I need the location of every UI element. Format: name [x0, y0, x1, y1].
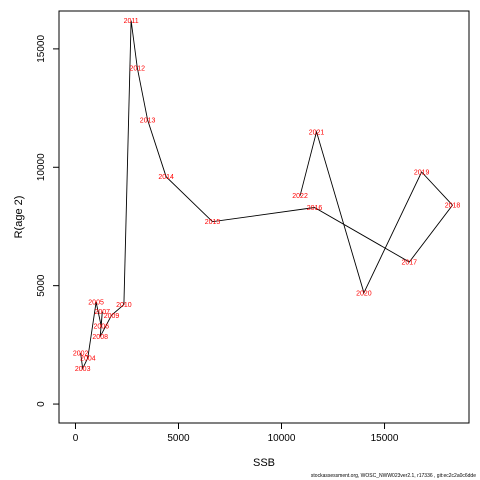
y-axis: 0 5000 10000 15000	[36, 35, 60, 407]
x-tick-label: 10000	[268, 433, 296, 444]
point-label-2015: 2015	[205, 219, 221, 226]
point-label-2021: 2021	[309, 129, 325, 136]
point-label-2004: 2004	[80, 355, 96, 362]
y-tick-label: 5000	[36, 274, 47, 297]
point-label-2006: 2006	[93, 323, 109, 330]
point-label-2003: 2003	[75, 366, 91, 373]
point-label-2012: 2012	[130, 65, 146, 72]
y-tick-label: 0	[36, 401, 47, 407]
point-label-2011: 2011	[124, 18, 139, 25]
x-axis-title: SSB	[253, 457, 275, 469]
footer-text: stockassessment.org, WOSC_NWW023ver2.1, …	[311, 473, 476, 479]
point-label-2017: 2017	[401, 259, 417, 266]
recruitment-ssb-line	[80, 20, 454, 371]
x-tick-label: 5000	[167, 433, 190, 444]
point-label-2019: 2019	[414, 170, 430, 177]
y-tick-label: 10000	[36, 153, 47, 181]
point-label-2016: 2016	[307, 205, 323, 212]
y-tick-label: 15000	[36, 35, 47, 63]
point-label-2022: 2022	[292, 193, 308, 200]
x-tick-label: 15000	[371, 433, 399, 444]
point-label-2005: 2005	[88, 300, 104, 307]
x-tick-label: 0	[73, 433, 79, 444]
x-axis: 0 5000 10000 15000	[73, 422, 399, 444]
point-label-2007: 2007	[94, 309, 110, 316]
point-label-2014: 2014	[158, 174, 174, 181]
point-label-2018: 2018	[445, 203, 461, 210]
plot-frame	[58, 10, 470, 424]
point-label-2010: 2010	[116, 302, 132, 309]
point-label-2002: 2002	[73, 351, 89, 358]
year-labels: 2002 2003 2004 2005 2006 2007 2008 2009 2010 2011…	[73, 18, 461, 373]
y-axis-title: R(age 2)	[13, 196, 25, 239]
point-label-2013: 2013	[140, 117, 156, 124]
point-label-2008: 2008	[92, 334, 108, 341]
point-label-2020: 2020	[356, 290, 372, 297]
point-label-2009: 2009	[104, 313, 120, 320]
